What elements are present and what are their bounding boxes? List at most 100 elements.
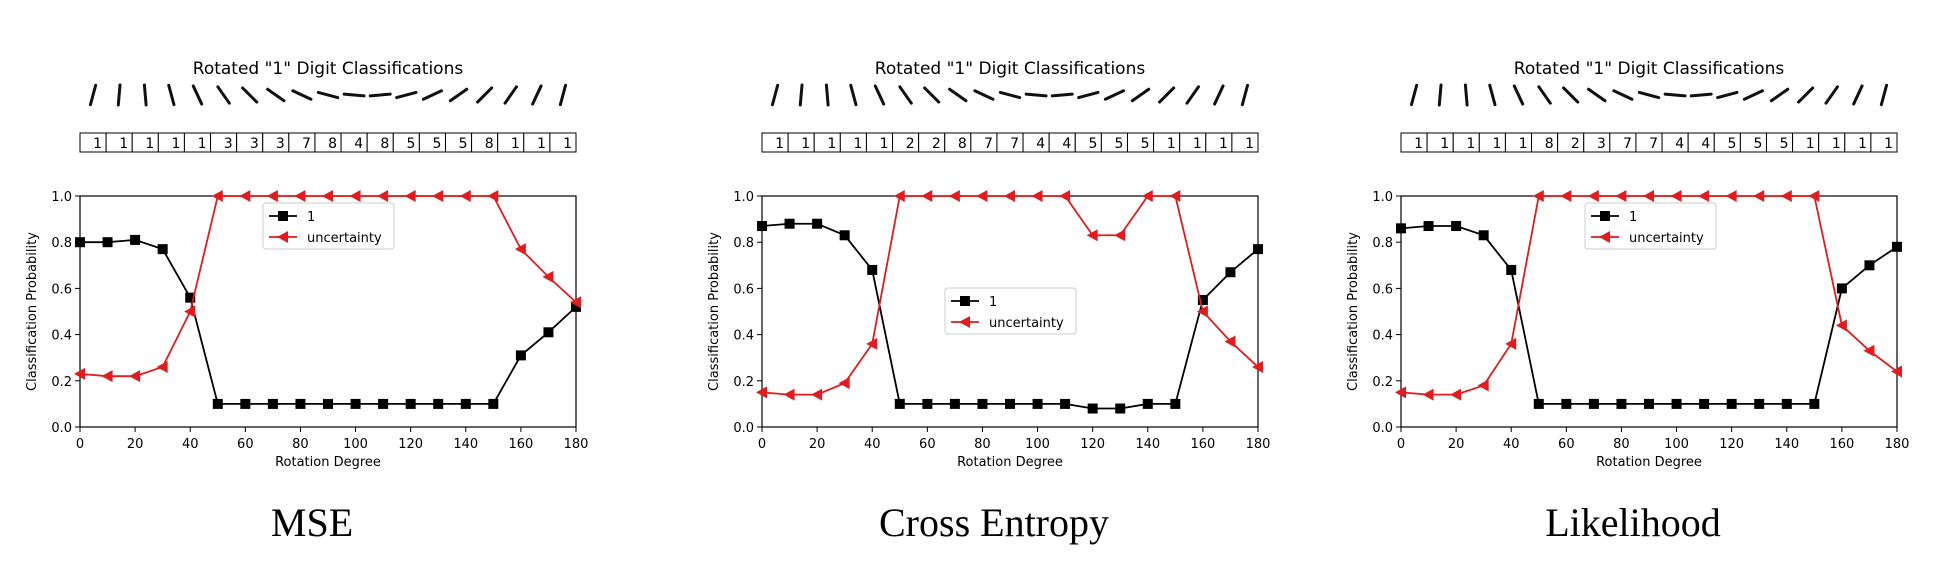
data-point-square bbox=[1892, 241, 1902, 252]
data-point-triangle bbox=[1224, 335, 1236, 348]
data-point-triangle bbox=[266, 190, 278, 202]
data-point-square bbox=[1506, 264, 1517, 275]
y-tick-label: 0.6 bbox=[733, 282, 754, 297]
digit-stroke bbox=[1103, 89, 1125, 101]
digit-stroke bbox=[948, 87, 968, 103]
digit-stroke bbox=[1024, 92, 1048, 98]
x-axis-label: Rotation Degree bbox=[957, 455, 1063, 470]
rotated-digit-image bbox=[973, 89, 995, 101]
predicted-digit: 7 bbox=[1623, 136, 1632, 152]
x-axis-label: Rotation Degree bbox=[275, 455, 381, 470]
data-point-square bbox=[977, 398, 988, 409]
x-tick-label: 60 bbox=[1558, 437, 1575, 452]
digit-stroke bbox=[1409, 83, 1419, 107]
y-tick-label: 1.0 bbox=[51, 190, 72, 205]
y-tick-label: 0.8 bbox=[51, 236, 72, 251]
data-point-square bbox=[102, 237, 113, 248]
data-point-square bbox=[1060, 398, 1071, 409]
data-point-triangle bbox=[1422, 388, 1434, 401]
digit-stroke bbox=[1130, 87, 1151, 103]
rotated-digit-image bbox=[167, 83, 176, 107]
predicted-digit: 2 bbox=[906, 136, 915, 152]
data-point-triangle bbox=[377, 190, 389, 202]
digit-stroke bbox=[1437, 83, 1443, 107]
x-tick-label: 180 bbox=[564, 437, 589, 452]
x-tick-label: 0 bbox=[76, 437, 84, 452]
x-axis-label: Rotation Degree bbox=[1596, 455, 1702, 470]
x-tick-label: 160 bbox=[508, 437, 533, 452]
legend-label: uncertainty bbox=[307, 231, 382, 246]
x-tick-label: 180 bbox=[1885, 437, 1910, 452]
predicted-digit: 1 bbox=[1492, 136, 1501, 152]
x-tick-label: 140 bbox=[1774, 437, 1799, 452]
series-uncertainty bbox=[1395, 190, 1902, 401]
digit-stroke bbox=[191, 84, 204, 106]
digit-stroke bbox=[266, 87, 286, 103]
digit-stroke bbox=[142, 83, 148, 107]
y-tick-label: 0.6 bbox=[1372, 282, 1393, 297]
y-tick-label: 0.4 bbox=[51, 329, 72, 344]
data-point-square bbox=[1396, 223, 1406, 234]
predicted-digit: 1 bbox=[119, 136, 128, 152]
digit-stroke bbox=[873, 84, 886, 106]
x-tick-label: 100 bbox=[1025, 437, 1050, 452]
predicted-digit: 1 bbox=[511, 136, 520, 152]
data-point-square bbox=[1197, 294, 1208, 305]
predicted-digit: 8 bbox=[1545, 136, 1554, 152]
legend-marker-square bbox=[278, 211, 288, 221]
predicted-digit: 1 bbox=[93, 136, 102, 152]
y-tick-label: 0.0 bbox=[1372, 421, 1393, 436]
predicted-digit: 3 bbox=[276, 136, 285, 152]
data-point-square bbox=[75, 237, 85, 248]
data-point-square bbox=[1699, 398, 1710, 409]
rotated-digit-image bbox=[1158, 86, 1176, 104]
data-point-triangle bbox=[349, 190, 361, 202]
data-point-triangle bbox=[948, 190, 960, 202]
predicted-digit: 8 bbox=[380, 136, 389, 152]
rotated-digit-image bbox=[142, 83, 148, 107]
data-point-triangle bbox=[1725, 190, 1737, 202]
rotated-digit-image bbox=[1512, 84, 1525, 106]
predicted-digit: 1 bbox=[537, 136, 546, 152]
y-tick-label: 0.4 bbox=[733, 329, 754, 344]
legend-marker-square bbox=[1600, 211, 1610, 221]
series-class-1 bbox=[757, 218, 1263, 414]
predicted-digit: 1 bbox=[853, 136, 862, 152]
digit-stroke bbox=[1637, 90, 1661, 100]
predicted-digit: 5 bbox=[1088, 136, 1097, 152]
data-point-square bbox=[1005, 398, 1015, 409]
data-point-square bbox=[867, 264, 878, 275]
digit-stroke bbox=[368, 92, 392, 98]
legend-marker-square bbox=[960, 296, 970, 306]
data-point-triangle bbox=[322, 190, 333, 202]
rotated-digit-image bbox=[1663, 92, 1687, 98]
rotated-digit-image bbox=[241, 86, 259, 104]
data-point-triangle bbox=[1780, 190, 1792, 202]
digit-stroke bbox=[476, 86, 494, 104]
data-point-triangle bbox=[294, 190, 306, 202]
x-tick-label: 20 bbox=[127, 437, 144, 452]
digit-stroke bbox=[1612, 89, 1634, 101]
predicted-digit: 3 bbox=[224, 136, 233, 152]
digit-stroke bbox=[342, 92, 366, 98]
rotated-digit-image bbox=[448, 87, 469, 103]
rotated-digit-image bbox=[88, 83, 98, 107]
rotated-digit-image bbox=[849, 83, 858, 107]
predicted-digit: 3 bbox=[1597, 136, 1606, 152]
data-point-square bbox=[460, 398, 471, 409]
data-point-square bbox=[1561, 398, 1572, 409]
predicted-digit: 5 bbox=[1141, 136, 1150, 152]
data-point-square bbox=[1423, 221, 1434, 232]
data-point-triangle bbox=[1670, 190, 1682, 202]
x-tick-label: 40 bbox=[182, 437, 199, 452]
data-point-triangle bbox=[976, 190, 988, 202]
data-point-square bbox=[949, 398, 960, 409]
data-point-triangle bbox=[514, 243, 526, 256]
y-tick-label: 0.2 bbox=[733, 375, 754, 390]
rotated-digit-image bbox=[1689, 92, 1713, 98]
rotated-digit-image bbox=[1562, 86, 1580, 104]
rotated-digit-image bbox=[368, 92, 392, 98]
data-point-square bbox=[1533, 398, 1544, 409]
legend-label: uncertainty bbox=[1629, 231, 1704, 246]
data-point-square bbox=[1836, 283, 1847, 294]
